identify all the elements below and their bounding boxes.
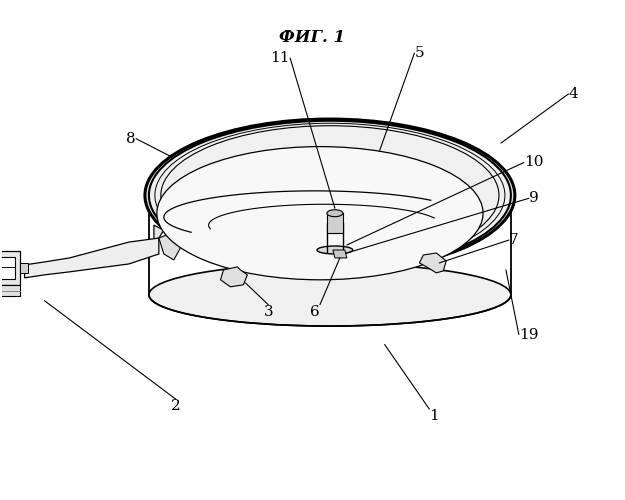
Text: 11: 11 xyxy=(271,51,290,65)
Polygon shape xyxy=(333,250,347,258)
Polygon shape xyxy=(149,196,511,326)
Text: 6: 6 xyxy=(310,304,320,318)
Text: 7: 7 xyxy=(509,233,519,247)
Polygon shape xyxy=(0,257,14,279)
Polygon shape xyxy=(24,238,159,278)
Ellipse shape xyxy=(149,121,511,270)
Ellipse shape xyxy=(327,210,343,216)
Ellipse shape xyxy=(145,119,515,272)
Ellipse shape xyxy=(149,264,511,326)
Text: 10: 10 xyxy=(524,156,543,170)
Polygon shape xyxy=(19,263,28,273)
Ellipse shape xyxy=(157,146,483,280)
Polygon shape xyxy=(0,285,19,296)
Text: 2: 2 xyxy=(171,399,181,413)
Text: 19: 19 xyxy=(519,328,538,342)
Ellipse shape xyxy=(317,246,352,254)
Text: 9: 9 xyxy=(529,192,539,205)
Text: 1: 1 xyxy=(429,409,439,423)
Text: 8: 8 xyxy=(126,132,136,145)
Polygon shape xyxy=(159,230,184,260)
Polygon shape xyxy=(221,267,248,287)
Polygon shape xyxy=(327,213,343,233)
Text: 5: 5 xyxy=(414,46,424,60)
Polygon shape xyxy=(144,225,164,254)
Text: 4: 4 xyxy=(569,87,578,101)
Polygon shape xyxy=(419,253,446,273)
Polygon shape xyxy=(0,251,19,285)
Text: ФИГ. 1: ФИГ. 1 xyxy=(279,29,345,46)
Text: 3: 3 xyxy=(263,304,273,318)
